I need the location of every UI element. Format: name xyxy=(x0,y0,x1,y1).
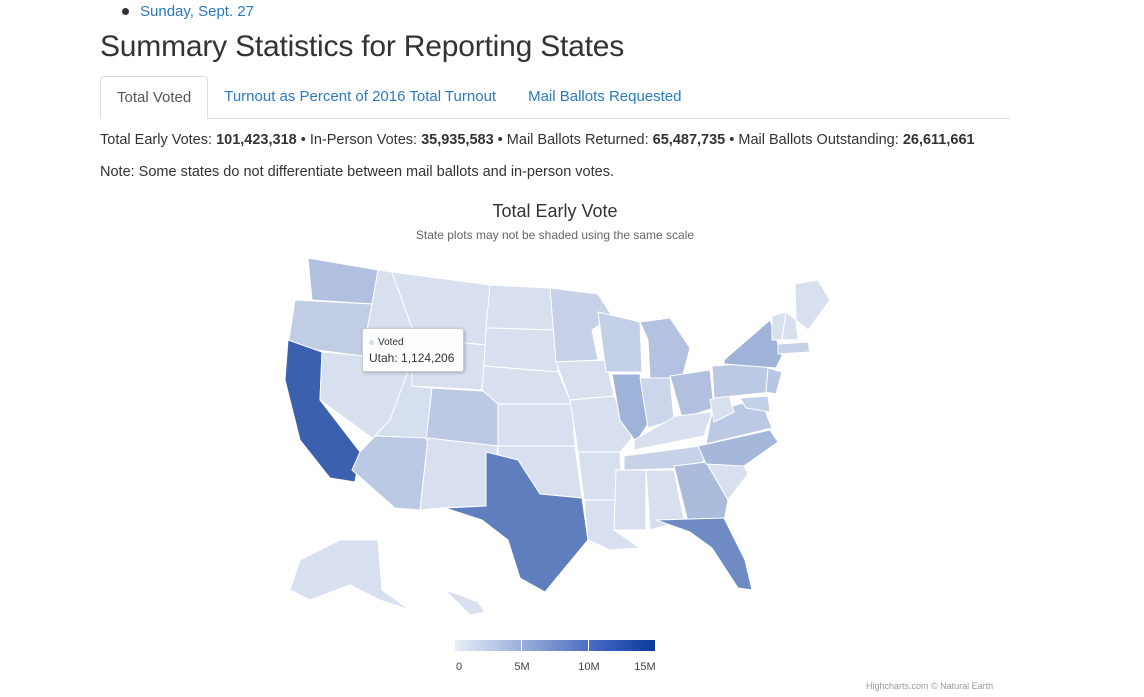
state-new-york[interactable] xyxy=(723,319,783,369)
color-legend-bar xyxy=(455,640,655,651)
state-nebraska[interactable] xyxy=(481,365,573,405)
legend-tick-mark xyxy=(521,640,522,651)
page-title: Summary Statistics for Reporting States xyxy=(100,30,625,63)
state-kentucky[interactable] xyxy=(633,411,713,451)
state-mississippi[interactable] xyxy=(613,469,647,531)
date-link[interactable]: Sunday, Sept. 27 xyxy=(140,3,254,20)
state-florida[interactable] xyxy=(655,517,753,591)
tooltip-series-name: Voted xyxy=(378,337,404,348)
state-alaska[interactable] xyxy=(289,539,411,611)
chart-credits: Highcharts.com © Natural Earth xyxy=(866,681,994,691)
stats-separator: • xyxy=(725,132,739,148)
mail-outstanding-label: Mail Ballots Outstanding: xyxy=(738,132,903,148)
legend-label-5m: 5M xyxy=(514,661,530,673)
state-maine[interactable] xyxy=(794,279,831,331)
state-maryland[interactable] xyxy=(739,395,771,413)
legend-label-15m: 15M xyxy=(634,661,656,673)
in-person-votes-label: In-Person Votes: xyxy=(309,132,422,148)
state-new-hampshire[interactable] xyxy=(781,311,799,341)
state-illinois[interactable] xyxy=(611,373,649,443)
state-arizona[interactable] xyxy=(351,435,429,511)
state-kansas[interactable] xyxy=(497,403,576,447)
tab-bar: Total Voted Turnout as Percent of 2016 T… xyxy=(100,76,1010,119)
date-list: Sunday, Sept. 27 xyxy=(122,0,254,23)
mail-returned-label: Mail Ballots Returned: xyxy=(506,132,653,148)
chart-title: Total Early Vote xyxy=(492,201,618,221)
state-north-carolina[interactable] xyxy=(697,429,779,467)
state-new-jersey[interactable] xyxy=(765,367,783,395)
tab-turnout-percent[interactable]: Turnout as Percent of 2016 Total Turnout xyxy=(224,88,497,105)
chart-subtitle: State plots may not be shaded using the … xyxy=(415,228,695,242)
mail-outstanding-value: 26,611,661 xyxy=(902,132,975,148)
legend-label-10m: 10M xyxy=(578,661,600,673)
map-tooltip: Voted Utah: 1,124,206 xyxy=(362,328,464,372)
stats-separator: • xyxy=(296,132,310,148)
state-michigan[interactable] xyxy=(639,317,691,379)
state-washington[interactable] xyxy=(307,257,379,305)
state-wisconsin[interactable] xyxy=(597,311,643,373)
state-massachusetts[interactable] xyxy=(777,341,811,355)
date-list-item: Sunday, Sept. 27 xyxy=(122,0,254,23)
total-early-votes-value: 101,423,318 xyxy=(216,132,297,148)
state-hawaii[interactable] xyxy=(444,589,486,616)
tooltip-series: Voted xyxy=(369,337,457,348)
state-south-dakota[interactable] xyxy=(483,327,559,373)
mail-returned-value: 65,487,735 xyxy=(652,132,726,148)
series-dot-icon xyxy=(369,340,374,345)
summary-stats: Total Early Votes: 101,423,318 • In-Pers… xyxy=(100,132,975,148)
state-north-dakota[interactable] xyxy=(485,284,556,331)
note-text: Note: Some states do not differentiate b… xyxy=(100,164,614,180)
legend-tick-mark xyxy=(588,640,589,651)
state-missouri[interactable] xyxy=(569,395,633,453)
stats-separator: • xyxy=(493,132,507,148)
state-ohio[interactable] xyxy=(669,369,715,419)
tooltip-value: Utah: 1,124,206 xyxy=(369,351,455,365)
in-person-votes-value: 35,935,583 xyxy=(421,132,494,148)
state-texas[interactable] xyxy=(444,451,589,593)
tab-total-voted[interactable]: Total Voted xyxy=(100,76,209,119)
legend-label-0: 0 xyxy=(455,661,463,673)
total-early-votes-label: Total Early Votes: xyxy=(100,132,217,148)
tab-mail-ballots-requested[interactable]: Mail Ballots Requested xyxy=(528,88,682,105)
